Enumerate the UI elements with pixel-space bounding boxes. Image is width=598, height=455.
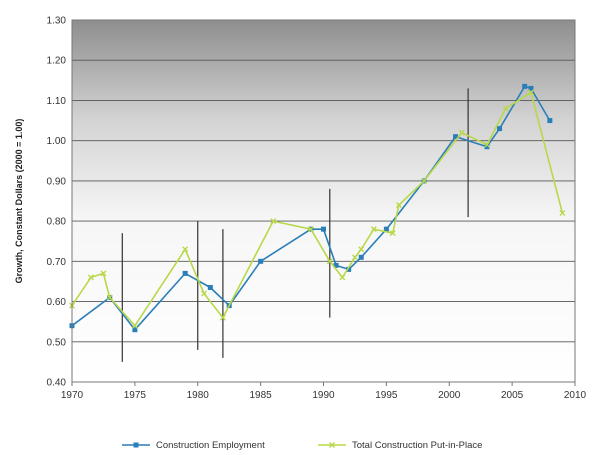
- legend-item-2: Total Construction Put-in-Place: [318, 440, 482, 451]
- data-point: [383, 226, 389, 232]
- data-point: [131, 322, 138, 329]
- data-point: [339, 274, 346, 281]
- x-tick-label: 1970: [61, 390, 84, 401]
- y-tick-label: 0.60: [47, 297, 67, 308]
- series-line: [71, 85, 551, 331]
- data-point: [346, 266, 352, 272]
- x-tick-label: 2005: [501, 390, 524, 401]
- plot-border: [71, 19, 576, 383]
- data-point: [528, 85, 534, 91]
- y-tick-label: 0.50: [47, 337, 67, 348]
- y-tick-label: 1.30: [47, 16, 67, 27]
- plot-background: [72, 20, 575, 382]
- y-tick-labels: 0.40 0.50 0.60 0.70 0.80 0.90 1.00 1.10 1.20 1.30: [47, 16, 67, 389]
- x-tick-labels: 1970 1975 1980 1985 1990 1995 2000 2005 2010: [61, 382, 587, 401]
- data-point: [182, 270, 188, 276]
- data-point: [453, 134, 459, 140]
- data-point: [100, 270, 107, 277]
- data-point: [421, 177, 428, 184]
- data-point: [326, 258, 333, 265]
- x-tick-label: 1975: [124, 390, 147, 401]
- data-point: [182, 246, 189, 253]
- data-point: [497, 126, 503, 132]
- data-point: [522, 83, 528, 89]
- y-tick-label: 0.70: [47, 257, 67, 268]
- data-point: [370, 226, 377, 233]
- legend-item-1: Construction Employment: [122, 440, 265, 451]
- y-axis-title: Growth, Constant Dollars (2000 = 1.00): [14, 119, 24, 284]
- x-tick-label: 2010: [564, 390, 587, 401]
- series-2: [69, 89, 566, 329]
- data-point: [258, 258, 264, 264]
- data-point: [483, 141, 490, 148]
- y-tick-label: 1.20: [47, 56, 67, 67]
- data-point: [484, 144, 490, 150]
- data-point: [559, 210, 566, 217]
- data-point: [358, 254, 364, 260]
- data-point: [333, 262, 339, 268]
- data-point: [201, 290, 208, 297]
- y-tick-label: 1.00: [47, 136, 67, 147]
- data-point: [527, 89, 534, 96]
- data-point: [207, 284, 213, 290]
- recession-markers: [121, 88, 469, 362]
- data-point: [358, 246, 365, 253]
- y-tick-label: 0.90: [47, 176, 67, 187]
- data-point: [307, 226, 314, 233]
- x-tick-label: 1995: [375, 390, 398, 401]
- y-tick-label: 1.10: [47, 96, 67, 107]
- x-tick-label: 1990: [312, 390, 335, 401]
- x-tick-label: 1985: [250, 390, 273, 401]
- data-point: [547, 118, 553, 124]
- data-point: [351, 254, 358, 261]
- data-point: [458, 129, 465, 136]
- data-point: [502, 105, 509, 112]
- legend-label: Total Construction Put-in-Place: [352, 440, 482, 451]
- legend-swatch-marker: [329, 442, 335, 448]
- data-point: [106, 294, 113, 301]
- y-tick-label: 0.40: [47, 378, 67, 389]
- legend-swatch-marker: [133, 442, 139, 448]
- x-tick-label: 2000: [438, 390, 461, 401]
- data-point: [395, 202, 402, 209]
- data-point: [321, 226, 326, 232]
- data-point: [132, 327, 138, 333]
- legend-label: Construction Employment: [156, 440, 265, 451]
- data-point: [270, 218, 277, 225]
- series-lines: [69, 83, 566, 333]
- x-tick-label: 1980: [187, 390, 210, 401]
- legend: Construction Employment Total Constructio…: [122, 440, 482, 451]
- data-point: [389, 230, 396, 237]
- data-point: [219, 314, 226, 321]
- y-tick-label: 0.80: [47, 217, 67, 228]
- data-point: [87, 274, 94, 281]
